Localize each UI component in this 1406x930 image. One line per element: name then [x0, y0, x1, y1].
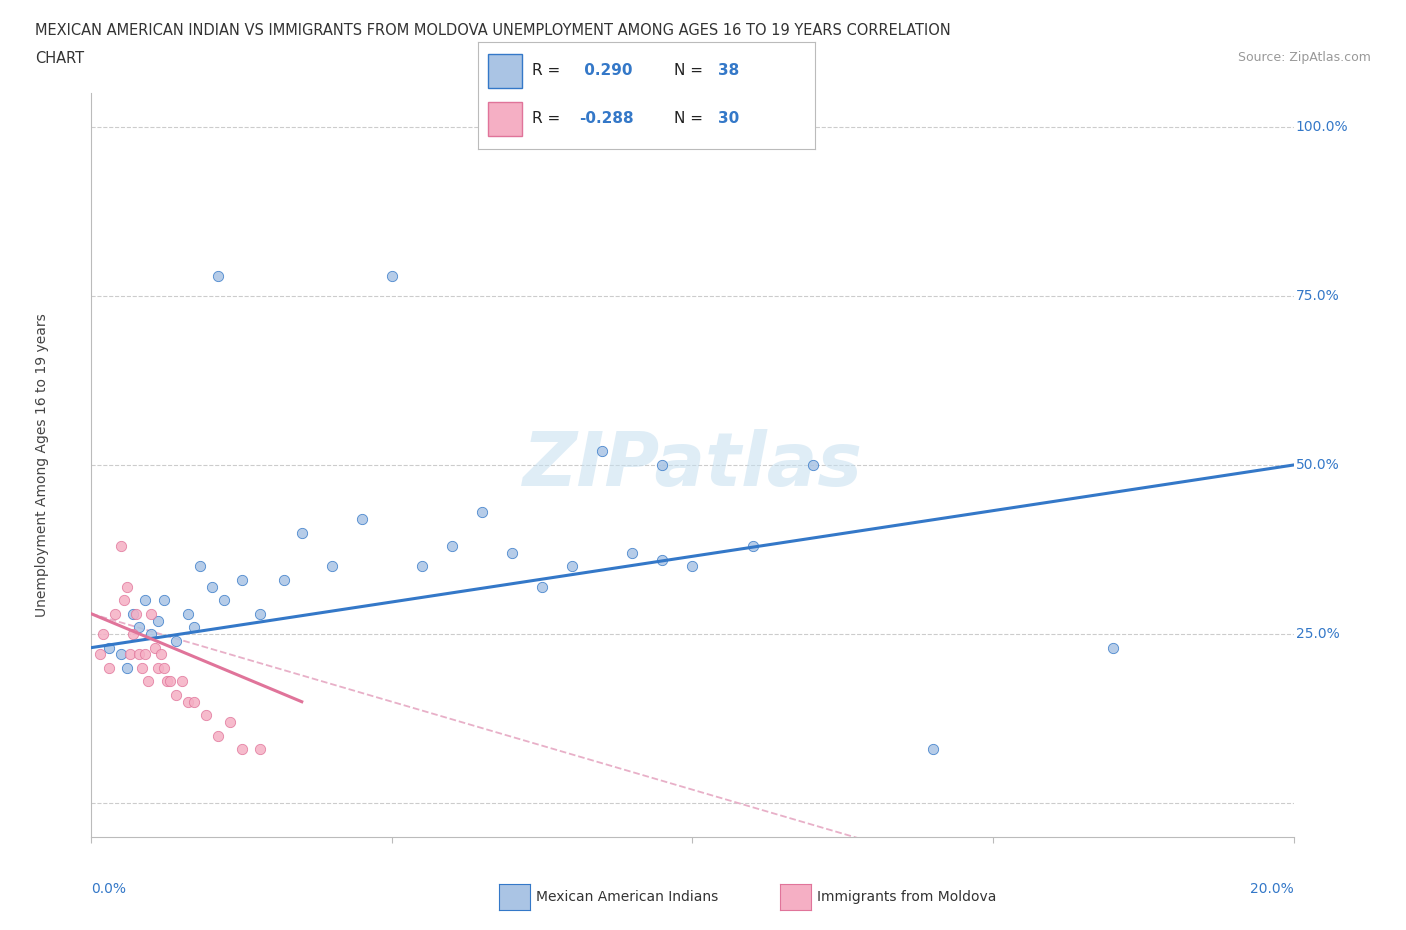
Point	[149, 647, 172, 662]
Point	[1102, 640, 1125, 655]
Point	[291, 525, 314, 540]
Point	[531, 579, 554, 594]
Point	[122, 606, 145, 621]
Point	[131, 660, 153, 675]
Point	[165, 687, 187, 702]
Text: R =: R =	[531, 62, 565, 78]
Point	[110, 538, 132, 553]
Point	[922, 741, 945, 756]
Point	[411, 559, 433, 574]
Point	[188, 559, 211, 574]
Bar	[488, 54, 522, 87]
Point	[146, 613, 169, 628]
Point	[231, 741, 253, 756]
Point	[471, 505, 494, 520]
Text: 20.0%: 20.0%	[1250, 882, 1294, 896]
Point	[651, 458, 673, 472]
Point	[170, 674, 193, 689]
Point	[441, 538, 464, 553]
Text: MEXICAN AMERICAN INDIAN VS IMMIGRANTS FROM MOLDOVA UNEMPLOYMENT AMONG AGES 16 TO: MEXICAN AMERICAN INDIAN VS IMMIGRANTS FR…	[35, 23, 950, 38]
Point	[134, 592, 156, 607]
Text: 100.0%: 100.0%	[1296, 120, 1348, 134]
Y-axis label: Unemployment Among Ages 16 to 19 years: Unemployment Among Ages 16 to 19 years	[35, 313, 49, 617]
Point	[501, 546, 523, 561]
Point	[801, 458, 824, 472]
Point	[143, 640, 166, 655]
Point	[249, 606, 271, 621]
Text: Immigrants from Moldova: Immigrants from Moldova	[817, 890, 997, 905]
Point	[155, 674, 177, 689]
Point	[201, 579, 224, 594]
Point	[117, 579, 139, 594]
Text: R =: R =	[531, 111, 565, 126]
Text: 38: 38	[717, 62, 740, 78]
Text: Source: ZipAtlas.com: Source: ZipAtlas.com	[1237, 51, 1371, 64]
Point	[212, 592, 235, 607]
Point	[122, 627, 145, 642]
Text: N =: N =	[673, 111, 707, 126]
Point	[159, 674, 181, 689]
Point	[273, 573, 295, 588]
Point	[249, 741, 271, 756]
Point	[321, 559, 343, 574]
Text: Mexican American Indians: Mexican American Indians	[536, 890, 718, 905]
Point	[128, 647, 150, 662]
Point	[117, 660, 139, 675]
Point	[128, 620, 150, 635]
Point	[152, 660, 174, 675]
Point	[89, 647, 111, 662]
Point	[176, 695, 198, 710]
Point	[681, 559, 703, 574]
Point	[218, 714, 240, 729]
Point	[165, 633, 187, 648]
Point	[138, 674, 160, 689]
Text: CHART: CHART	[35, 51, 84, 66]
Point	[183, 695, 205, 710]
Point	[104, 606, 127, 621]
Point	[231, 573, 253, 588]
Text: ZIPatlas: ZIPatlas	[523, 429, 862, 501]
Point	[98, 640, 121, 655]
Point	[152, 592, 174, 607]
Point	[207, 268, 229, 283]
Point	[110, 647, 132, 662]
Text: 0.0%: 0.0%	[91, 882, 127, 896]
Point	[141, 627, 163, 642]
Point	[183, 620, 205, 635]
Point	[621, 546, 644, 561]
Point	[381, 268, 404, 283]
Point	[93, 627, 115, 642]
Point	[98, 660, 121, 675]
Point	[561, 559, 583, 574]
Point	[176, 606, 198, 621]
Point	[141, 606, 163, 621]
Point	[741, 538, 763, 553]
Bar	[488, 101, 522, 136]
Point	[114, 592, 136, 607]
Point	[120, 647, 142, 662]
Text: 50.0%: 50.0%	[1296, 458, 1340, 472]
Text: 30: 30	[717, 111, 740, 126]
Text: 75.0%: 75.0%	[1296, 289, 1340, 303]
Text: -0.288: -0.288	[579, 111, 634, 126]
Point	[194, 708, 217, 723]
Text: 25.0%: 25.0%	[1296, 627, 1340, 641]
Point	[350, 512, 373, 526]
Point	[207, 728, 229, 743]
Point	[134, 647, 156, 662]
Point	[651, 552, 673, 567]
Point	[146, 660, 169, 675]
Text: N =: N =	[673, 62, 707, 78]
Point	[591, 444, 613, 458]
Point	[125, 606, 148, 621]
Text: 0.290: 0.290	[579, 62, 633, 78]
